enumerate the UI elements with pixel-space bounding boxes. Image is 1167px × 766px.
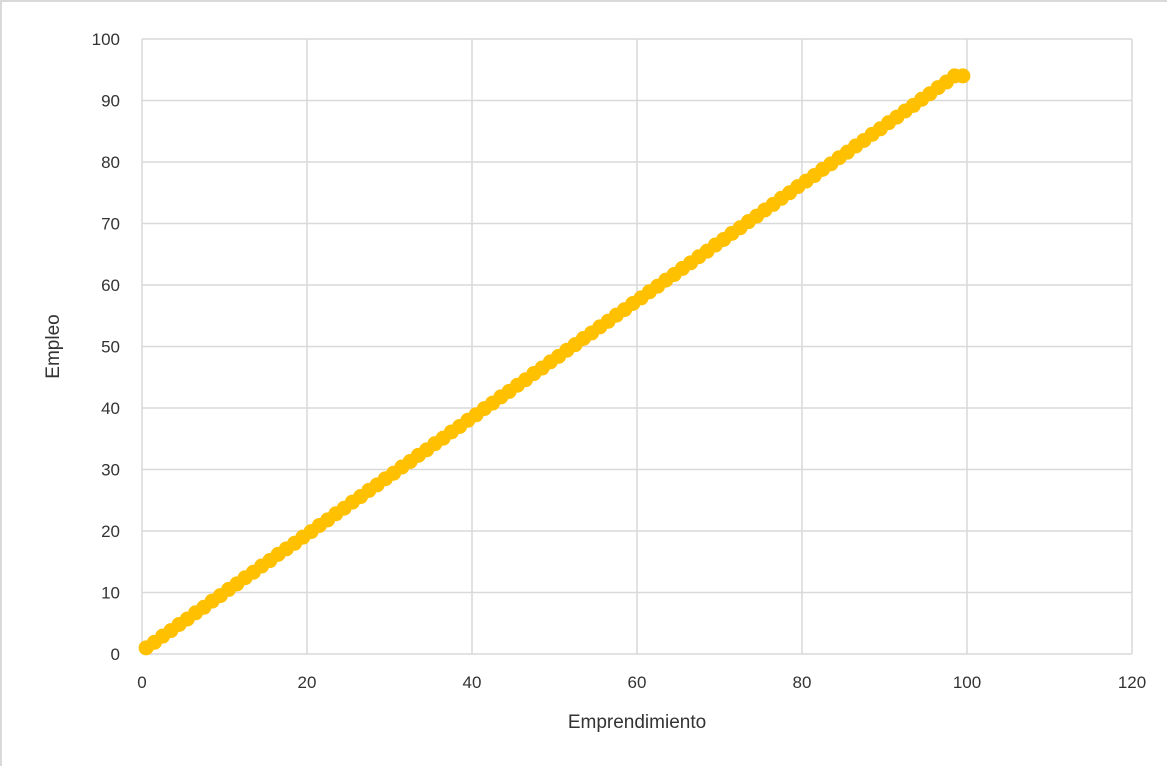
x-tick-label: 0 [137, 673, 146, 692]
y-tick-label: 100 [92, 30, 120, 49]
y-tick-label: 60 [101, 276, 120, 295]
x-tick-label: 80 [793, 673, 812, 692]
y-tick-label: 30 [101, 461, 120, 480]
x-tick-label: 40 [463, 673, 482, 692]
y-tick-label: 40 [101, 399, 120, 418]
y-tick-label: 20 [101, 522, 120, 541]
y-tick-label: 0 [111, 645, 120, 664]
x-tick-label: 60 [628, 673, 647, 692]
y-tick-label: 70 [101, 215, 120, 234]
y-tick-label: 80 [101, 153, 120, 172]
y-tick-label: 90 [101, 92, 120, 111]
x-tick-label: 120 [1118, 673, 1146, 692]
y-axis-title: Empleo [43, 314, 64, 378]
y-tick-label: 10 [101, 584, 120, 603]
gridlines [141, 38, 1133, 655]
x-tick-label: 20 [298, 673, 317, 692]
tick-labels: 0 10 20 30 40 50 60 70 80 90 100 0 20 40 60 80 100 120 [92, 30, 1147, 692]
x-tick-label: 100 [953, 673, 981, 692]
data-points [138, 68, 971, 656]
y-tick-label: 50 [101, 338, 120, 357]
data-point [955, 68, 971, 84]
x-axis-title: Emprendimiento [568, 712, 706, 733]
